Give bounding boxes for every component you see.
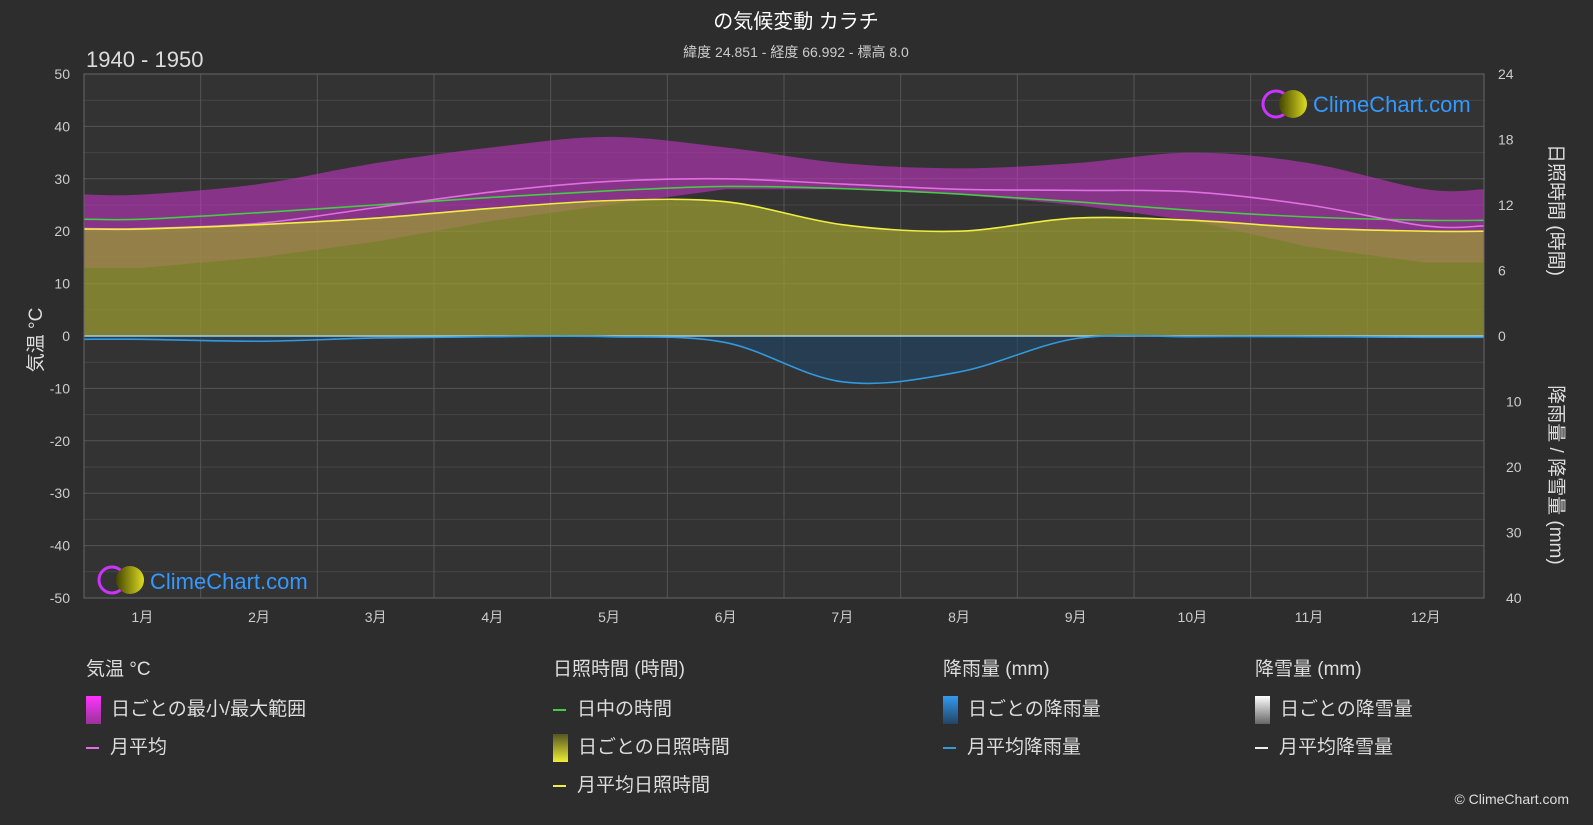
legend-temperature: 気温 °C 日ごとの最小/最大範囲 月平均	[86, 655, 306, 767]
left-tick-label: 10	[54, 276, 70, 292]
month-label: 5月	[598, 609, 620, 625]
legend-temp-mean: 月平均	[86, 729, 306, 767]
legend-rain-heading: 降雨量 (mm)	[943, 659, 1050, 680]
legend-snow-daily-label: 日ごとの降雪量	[1280, 699, 1413, 720]
logo-top: ClimeChart.com	[1261, 89, 1471, 119]
sunshine-tick-label: 0	[1498, 328, 1506, 344]
left-tick-label: -10	[50, 380, 70, 396]
legend-snow-heading: 降雪量 (mm)	[1255, 659, 1362, 680]
temp-range-swatch	[86, 696, 101, 724]
legend-sunshine: 日照時間 (時間) 日中の時間 日ごとの日照時間 月平均日照時間	[553, 655, 730, 805]
month-label: 10月	[1178, 609, 1208, 625]
right-axis-bottom-label: 降雨量 / 降雪量 (mm)	[1545, 385, 1567, 564]
sunshine-tick-label: 6	[1498, 263, 1506, 279]
legend-snow: 降雪量 (mm) 日ごとの降雪量 月平均降雪量	[1255, 655, 1413, 767]
sunshine-area	[84, 199, 1484, 336]
chart-title: の気候変動 カラチ	[713, 10, 879, 33]
legend-temp-range-label: 日ごとの最小/最大範囲	[111, 699, 307, 720]
left-tick-label: -30	[50, 485, 70, 501]
logo-bottom-text: ClimeChart.com	[150, 569, 308, 594]
logo-top-text: ClimeChart.com	[1313, 92, 1471, 117]
period-label: 1940 - 1950	[86, 47, 203, 72]
legend-temp-range: 日ごとの最小/最大範囲	[86, 691, 306, 729]
left-axis-label: 気温 °C	[25, 308, 47, 373]
month-label: 2月	[248, 609, 270, 625]
sunshine-tick-label: 24	[1498, 66, 1514, 82]
daylight-swatch	[553, 709, 566, 711]
rain-area	[84, 335, 1484, 384]
legend-temperature-heading: 気温 °C	[86, 659, 151, 680]
month-label: 1月	[131, 609, 153, 625]
copyright: © ClimeChart.com	[1454, 791, 1569, 807]
legend-sunshine-mean-label: 月平均日照時間	[577, 775, 711, 796]
left-tick-label: -20	[50, 433, 70, 449]
legend-sunshine-heading: 日照時間 (時間)	[553, 659, 685, 680]
legend: 気温 °C 日ごとの最小/最大範囲 月平均 日照時間 (時間) 日中の時間 日ご…	[0, 655, 1593, 815]
temp-range-band	[84, 136, 1484, 268]
month-label: 7月	[831, 609, 853, 625]
precip-tick-label: 10	[1506, 394, 1522, 410]
left-tick-label: 50	[54, 66, 70, 82]
chart-subtitle: 緯度 24.851 - 経度 66.992 - 標高 8.0	[683, 44, 909, 60]
logo-bottom: ClimeChart.com	[97, 565, 308, 595]
month-label: 11月	[1295, 609, 1324, 625]
precip-tick-label: 30	[1506, 525, 1522, 541]
legend-rain-mean: 月平均降雨量	[943, 729, 1101, 767]
left-tick-label: -50	[50, 590, 70, 606]
left-tick-label: 20	[54, 223, 70, 239]
rain-mean-swatch	[943, 747, 956, 749]
snow-mean-swatch	[1255, 747, 1268, 749]
month-label: 8月	[948, 609, 970, 625]
month-label: 6月	[715, 609, 737, 625]
legend-rain-mean-label: 月平均降雨量	[967, 737, 1082, 758]
sunshine-tick-label: 18	[1498, 132, 1514, 148]
legend-rain-daily: 日ごとの降雨量	[943, 691, 1101, 729]
month-label: 12月	[1411, 609, 1441, 625]
sunshine-mean-line	[83, 198, 1485, 233]
legend-sunshine-mean: 月平均日照時間	[553, 767, 730, 805]
sunshine-daily-swatch	[553, 734, 568, 762]
month-label: 3月	[365, 609, 387, 625]
sunshine-tick-label: 12	[1498, 197, 1514, 213]
legend-daylight: 日中の時間	[553, 691, 730, 729]
legend-daylight-label: 日中の時間	[577, 699, 673, 720]
legend-snow-mean-label: 月平均降雪量	[1279, 737, 1394, 758]
left-tick-label: -40	[50, 538, 70, 554]
temp-mean-line	[83, 177, 1485, 230]
precip-tick-label: 40	[1506, 590, 1522, 606]
rain-daily-swatch	[943, 696, 958, 724]
plot-border	[83, 73, 1485, 599]
legend-snow-daily: 日ごとの降雪量	[1255, 691, 1413, 729]
month-label: 9月	[1065, 609, 1087, 625]
legend-sunshine-daily-label: 日ごとの日照時間	[578, 737, 730, 758]
month-label: 4月	[481, 609, 503, 625]
legend-temp-mean-label: 月平均	[110, 737, 168, 758]
sunshine-mean-swatch	[553, 785, 566, 787]
left-tick-label: 0	[62, 328, 70, 344]
legend-rain: 降雨量 (mm) 日ごとの降雨量 月平均降雨量	[943, 655, 1101, 767]
legend-rain-daily-label: 日ごとの降雨量	[968, 699, 1101, 720]
daylight-line	[83, 185, 1485, 222]
legend-snow-mean: 月平均降雪量	[1255, 729, 1413, 767]
left-tick-label: 40	[54, 118, 70, 134]
temp-mean-swatch	[86, 747, 99, 749]
right-axis-top-label: 日照時間 (時間)	[1545, 144, 1567, 276]
precip-tick-label: 20	[1506, 459, 1522, 475]
rain-mean-line	[83, 334, 1485, 385]
climate-chart: の気候変動 カラチ 緯度 24.851 - 経度 66.992 - 標高 8.0…	[25, 10, 1567, 625]
snow-daily-swatch	[1255, 696, 1270, 724]
legend-sunshine-daily: 日ごとの日照時間	[553, 729, 730, 767]
left-tick-label: 30	[54, 171, 70, 187]
